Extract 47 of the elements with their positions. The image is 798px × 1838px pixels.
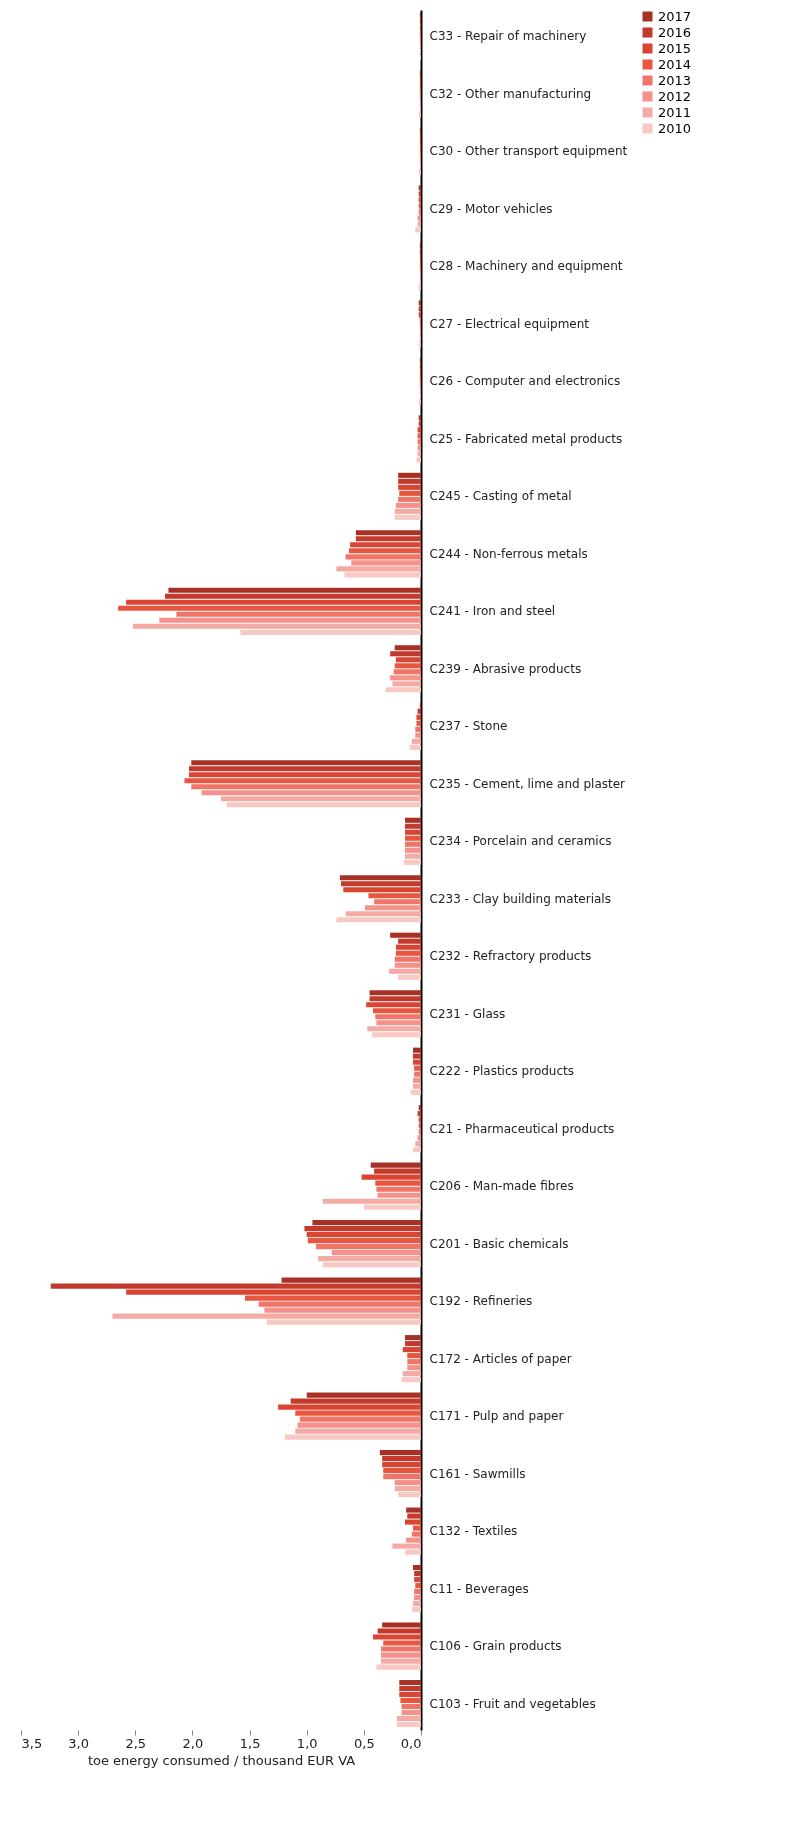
y-tick-label: C132 - Textiles	[429, 1524, 518, 1539]
y-tick-label: C244 - Non-ferrous metals	[429, 546, 588, 561]
y-tick-label: C161 - Sawmills	[429, 1466, 526, 1481]
y-tick-label: C171 - Pulp and paper	[429, 1409, 564, 1424]
y-tick-label: C233 - Clay building materials	[429, 891, 611, 906]
y-tick-label: C201 - Basic chemicals	[429, 1236, 569, 1251]
y-tick-label: C28 - Machinery and equipment	[429, 259, 623, 274]
x-tick-label: 0,5	[354, 1735, 375, 1751]
y-tick-label: C237 - Stone	[429, 719, 508, 734]
y-tick-label: C235 - Cement, lime and plaster	[429, 776, 626, 791]
legend-label: 2014	[658, 56, 692, 72]
y-tick-label: C232 - Refractory products	[429, 949, 592, 964]
legend-label: 2016	[658, 24, 692, 40]
legend-label: 2012	[658, 88, 692, 104]
y-tick-label: C192 - Refineries	[429, 1294, 533, 1309]
y-tick-label: C234 - Porcelain and ceramics	[429, 834, 612, 849]
x-tick-label: 2,5	[125, 1735, 147, 1751]
y-tick-label: C11 - Beverages	[429, 1581, 529, 1596]
y-tick-label: C32 - Other manufacturing	[429, 86, 592, 101]
y-tick-label: C103 - Fruit and vegetables	[429, 1696, 596, 1711]
legend-label: 2013	[658, 72, 692, 88]
y-tick-label: C239 - Abrasive products	[429, 661, 582, 676]
legend-label: 2015	[658, 40, 692, 56]
x-tick-label: 1,5	[239, 1735, 261, 1751]
y-tick-label: C231 - Glass	[429, 1006, 506, 1021]
x-tick-label: 2,0	[182, 1735, 204, 1751]
y-tick-label: C222 - Plastics products	[429, 1064, 575, 1079]
x-tick-label: 3,5	[21, 1735, 43, 1751]
y-tick-label: C33 - Repair of machinery	[429, 29, 587, 44]
y-tick-label: C106 - Grain products	[429, 1639, 562, 1654]
legend-label: 2017	[658, 8, 692, 24]
y-tick-label: C26 - Computer and electronics	[429, 374, 621, 389]
x-tick-label: 0,0	[400, 1735, 422, 1751]
legend-label: 2011	[658, 104, 692, 120]
legend-label: 2010	[658, 120, 692, 136]
y-tick-label: C25 - Fabricated metal products	[429, 431, 623, 446]
x-axis-title: toe energy consumed / thousand EUR VA	[87, 1752, 356, 1768]
y-tick-label: C21 - Pharmaceutical products	[429, 1121, 615, 1136]
y-tick-label: C245 - Casting of metal	[429, 489, 572, 504]
x-tick-label: 1,0	[296, 1735, 318, 1751]
y-tick-label: C27 - Electrical equipment	[429, 316, 590, 331]
y-tick-label: C241 - Iron and steel	[429, 604, 556, 619]
y-tick-label: C172 - Articles of paper	[429, 1351, 572, 1366]
x-tick-label: 3,0	[68, 1735, 89, 1751]
y-tick-label: C29 - Motor vehicles	[429, 201, 553, 216]
y-tick-label: C30 - Other transport equipment	[429, 144, 628, 159]
y-tick-label: C206 - Man-made fibres	[429, 1179, 574, 1194]
